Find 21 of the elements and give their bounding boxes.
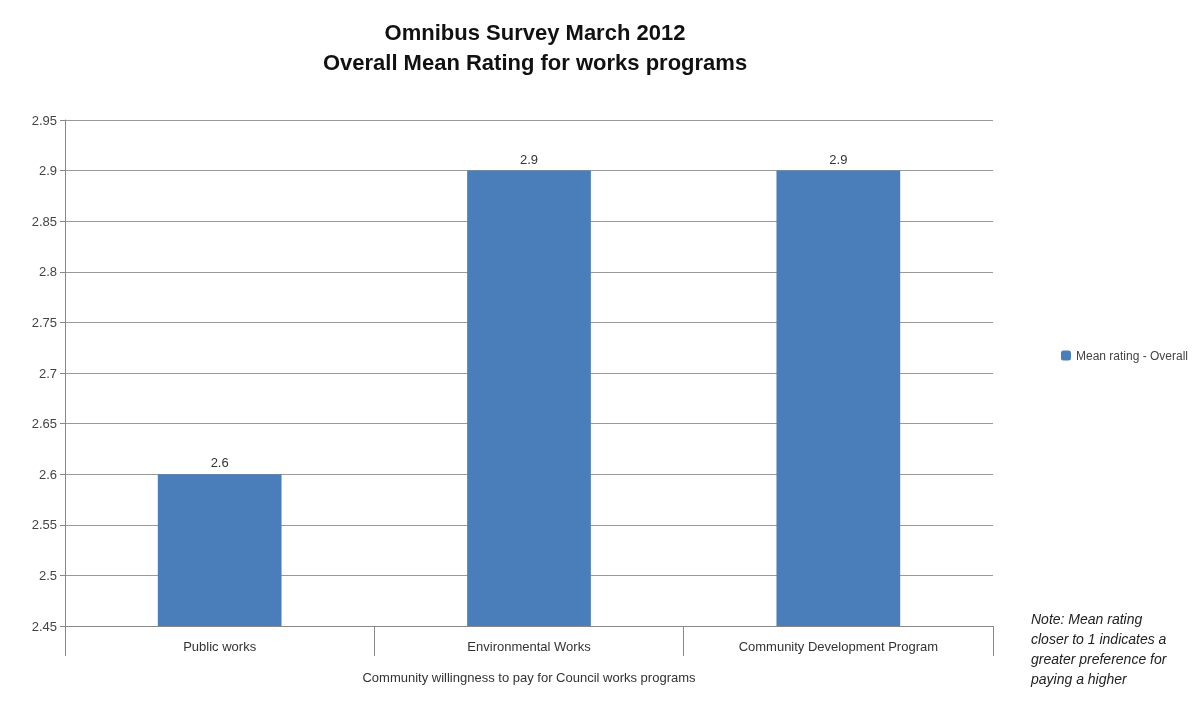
chart-title: Omnibus Survey March 2012 Overall Mean Rating for works programs xyxy=(322,19,748,75)
text: Note: Mean rating closer to 1 indicates a greater preference for paying a higher xyxy=(1030,611,1171,687)
x-tick-label: Public works xyxy=(183,639,257,654)
data-label: 2.6 xyxy=(210,455,229,471)
data-label: 2.9 xyxy=(519,151,539,167)
data-label: 2.9 xyxy=(829,151,848,167)
y-tick-label: 2.6 xyxy=(38,466,57,482)
y-tick-label: 2.7 xyxy=(38,365,57,381)
y-tick-label: 2.65 xyxy=(31,416,57,432)
legend-label: Mean rating - Overall xyxy=(1075,348,1188,363)
y-tick-label: 2.5 xyxy=(38,567,57,583)
y-tick-label: 2.85 xyxy=(31,213,57,229)
y-tick-label: 2.9 xyxy=(38,163,57,179)
y-tick-label: 2.75 xyxy=(31,314,57,330)
y-tick-label: 2.8 xyxy=(38,264,57,280)
y-tick-label: 2.55 xyxy=(31,517,57,533)
y-tick-label: 2.45 xyxy=(31,618,57,634)
x-tick-label: Community Development Program xyxy=(738,639,939,654)
x-tick-label: Environmental Works xyxy=(467,639,592,654)
x-axis-title: Community willingness to pay for Council works programs xyxy=(362,670,697,685)
y-tick-label: 2.95 xyxy=(31,112,57,128)
